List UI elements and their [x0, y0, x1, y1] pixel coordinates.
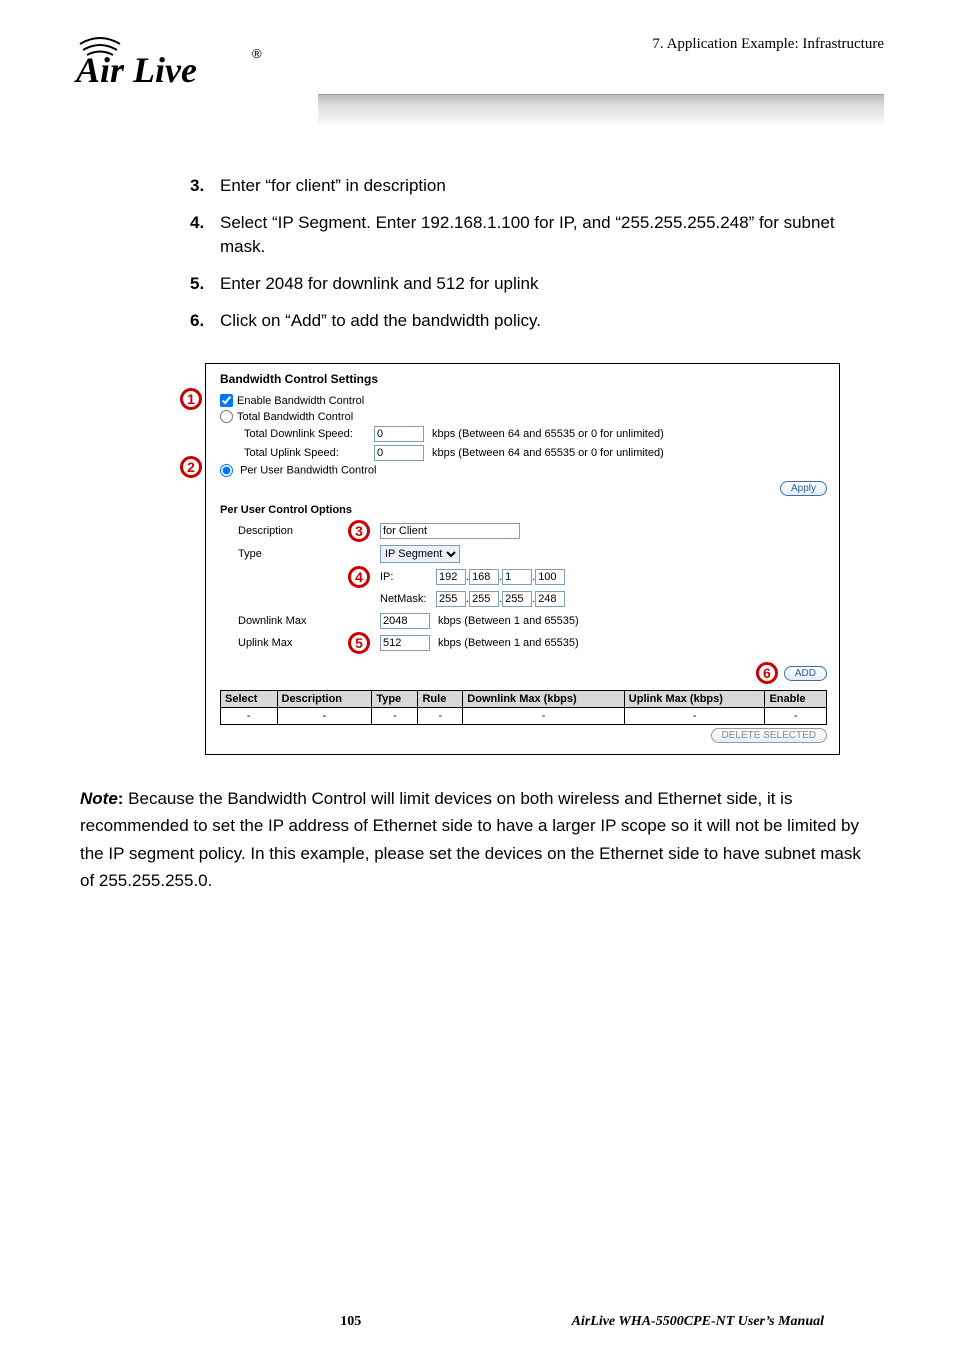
total-uplink-label: Total Uplink Speed:	[244, 447, 374, 459]
ip-octet-3[interactable]	[502, 569, 532, 585]
total-downlink-input[interactable]	[374, 426, 424, 442]
step-text: Select “IP Segment. Enter 192.168.1.100 …	[220, 211, 864, 260]
table-row: - - - - - - -	[221, 708, 827, 725]
col-description: Description	[277, 691, 372, 708]
callout-3: 3	[348, 520, 370, 542]
callout-2: 2	[180, 456, 202, 478]
col-type: Type	[372, 691, 418, 708]
total-uplink-input[interactable]	[374, 445, 424, 461]
ip-octet-4[interactable]	[535, 569, 565, 585]
enable-bandwidth-checkbox[interactable]	[220, 394, 233, 407]
callout-4: 4	[348, 566, 370, 588]
policy-table: Select Description Type Rule Downlink Ma…	[220, 690, 827, 725]
mask-octet-3[interactable]	[502, 591, 532, 607]
delete-selected-button[interactable]: DELETE SELECTED	[711, 728, 827, 743]
downlink-max-label: Downlink Max	[238, 615, 380, 627]
col-downlink: Downlink Max (kbps)	[463, 691, 625, 708]
step-number: 4.	[190, 211, 220, 260]
svg-text:®: ®	[252, 46, 262, 61]
uplink-max-hint: kbps (Between 1 and 65535)	[438, 637, 579, 649]
total-downlink-label: Total Downlink Speed:	[244, 428, 374, 440]
per-user-options-title: Per User Control Options	[220, 504, 827, 516]
manual-title: AirLive WHA-5500CPE-NT User’s Manual	[572, 1314, 824, 1330]
enable-bandwidth-label: Enable Bandwidth Control	[237, 395, 364, 407]
ip-octet-1[interactable]	[436, 569, 466, 585]
ip-octet-2[interactable]	[469, 569, 499, 585]
page-number: 105	[340, 1314, 361, 1330]
step-text: Click on “Add” to add the bandwidth poli…	[220, 309, 541, 334]
per-user-bandwidth-label: Per User Bandwidth Control	[240, 465, 376, 477]
downlink-max-input[interactable]	[380, 613, 430, 629]
brand-logo: Air Live ®	[70, 30, 270, 94]
col-enable: Enable	[765, 691, 827, 708]
mask-octet-4[interactable]	[535, 591, 565, 607]
mask-octet-2[interactable]	[469, 591, 499, 607]
total-bandwidth-label: Total Bandwidth Control	[237, 411, 353, 423]
col-select: Select	[221, 691, 278, 708]
callout-1: 1	[180, 388, 202, 410]
svg-text:Air Live: Air Live	[74, 50, 197, 90]
step-text: Enter 2048 for downlink and 512 for upli…	[220, 272, 538, 297]
description-input[interactable]	[380, 523, 520, 539]
step-number: 5.	[190, 272, 220, 297]
note-label: Note	[80, 789, 118, 808]
type-label: Type	[238, 548, 348, 560]
note-paragraph: Note: Because the Bandwidth Control will…	[80, 785, 874, 894]
total-bandwidth-radio[interactable]	[220, 410, 233, 423]
uplink-max-label: Uplink Max	[238, 637, 348, 649]
step-number: 6.	[190, 309, 220, 334]
ip-label: IP:	[380, 571, 436, 583]
chapter-title: 7. Application Example: Infrastructure	[652, 36, 884, 53]
downlink-range-hint: kbps (Between 64 and 65535 or 0 for unli…	[432, 428, 664, 440]
add-button[interactable]: ADD	[784, 666, 827, 681]
header-divider	[318, 94, 884, 124]
callout-5: 5	[348, 632, 370, 654]
step-text: Enter “for client” in description	[220, 174, 446, 199]
callout-6: 6	[756, 662, 778, 684]
uplink-max-input[interactable]	[380, 635, 430, 651]
downlink-max-hint: kbps (Between 1 and 65535)	[438, 615, 579, 627]
panel-title: Bandwidth Control Settings	[220, 372, 827, 386]
per-user-bandwidth-radio[interactable]	[220, 464, 233, 477]
apply-button[interactable]: Apply	[780, 481, 827, 496]
col-rule: Rule	[418, 691, 463, 708]
note-body: Because the Bandwidth Control will limit…	[80, 789, 861, 890]
uplink-range-hint: kbps (Between 64 and 65535 or 0 for unli…	[432, 447, 664, 459]
mask-octet-1[interactable]	[436, 591, 466, 607]
netmask-label: NetMask:	[380, 593, 436, 605]
col-uplink: Uplink Max (kbps)	[624, 691, 765, 708]
instruction-list: 3.Enter “for client” in description 4.Se…	[190, 174, 864, 333]
type-select[interactable]: IP Segment	[380, 545, 460, 563]
description-label: Description	[238, 525, 348, 537]
bandwidth-control-screenshot: 1 2 Bandwidth Control Settings Enable Ba…	[205, 363, 840, 755]
step-number: 3.	[190, 174, 220, 199]
